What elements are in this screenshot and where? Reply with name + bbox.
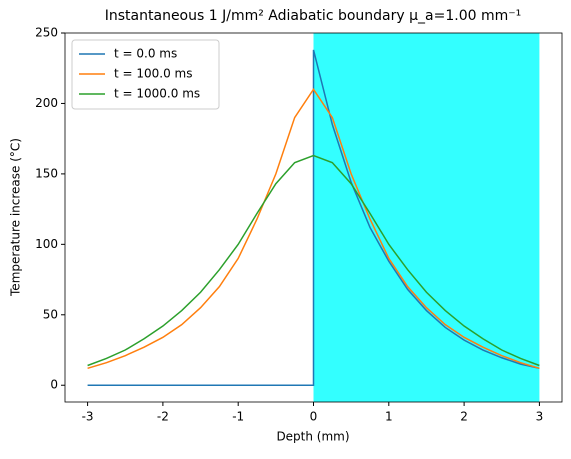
x-tick-label: 1 bbox=[385, 410, 393, 424]
y-axis-label: Temperature increase (°C) bbox=[9, 138, 23, 297]
line-series bbox=[87, 49, 540, 386]
y-tick-label: 0 bbox=[50, 378, 58, 392]
line-series bbox=[87, 88, 540, 370]
y-tick-label: 150 bbox=[35, 166, 58, 180]
x-tick-label: 2 bbox=[460, 410, 468, 424]
x-axis-label: Depth (mm) bbox=[276, 430, 349, 444]
chart-title: Instantaneous 1 J/mm² Adiabatic boundary… bbox=[105, 8, 521, 24]
axes-frame bbox=[64, 32, 563, 403]
x-tick-label: 3 bbox=[536, 410, 544, 424]
y-tick-label: 50 bbox=[43, 307, 58, 321]
shaded-region bbox=[313, 33, 540, 402]
legend-label: t = 0.0 ms bbox=[114, 47, 177, 61]
y-tick-label: 100 bbox=[35, 237, 58, 251]
x-tick-label: -1 bbox=[232, 410, 244, 424]
x-tick-label: -2 bbox=[157, 410, 169, 424]
legend-label: t = 1000.0 ms bbox=[114, 87, 200, 101]
legend-box bbox=[71, 39, 220, 110]
y-tick-label: 250 bbox=[35, 26, 58, 40]
x-tick-label: -3 bbox=[82, 410, 94, 424]
legend-label: t = 100.0 ms bbox=[114, 67, 193, 81]
y-tick-label: 200 bbox=[35, 96, 58, 110]
line-series bbox=[87, 154, 540, 367]
x-tick-label: 0 bbox=[310, 410, 318, 424]
